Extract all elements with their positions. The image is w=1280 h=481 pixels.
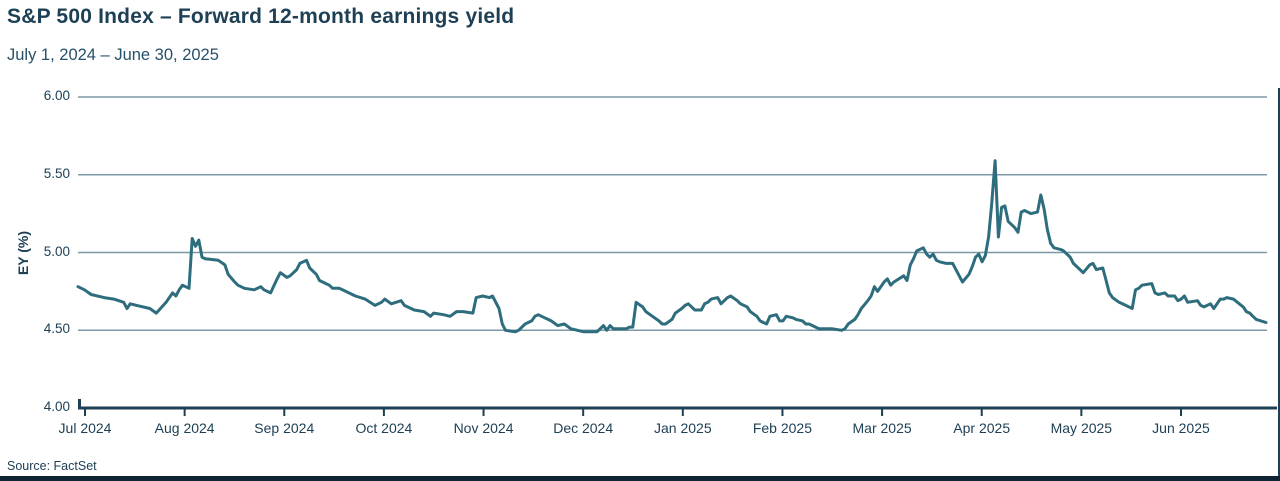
x-tick-label: May 2025 <box>1050 420 1113 436</box>
x-tick-label: Mar 2025 <box>852 420 912 436</box>
x-tick-label: Aug 2024 <box>154 420 215 436</box>
x-tick-label: Nov 2024 <box>453 420 514 436</box>
y-tick-label: 5.50 <box>43 165 70 181</box>
x-tick-label: Jan 2025 <box>654 420 712 436</box>
source-label: Source: FactSet <box>7 459 97 473</box>
x-tick-label: Dec 2024 <box>553 420 614 436</box>
y-tick-label: 5.00 <box>43 243 70 259</box>
chart-subtitle: July 1, 2024 – June 30, 2025 <box>7 46 219 64</box>
x-tick-label: Apr 2025 <box>953 420 1011 436</box>
y-tick-label: 4.50 <box>43 321 70 337</box>
bottom-rule <box>0 476 1280 481</box>
x-tick-label: Oct 2024 <box>355 420 413 436</box>
x-tick-label: Jul 2024 <box>58 420 112 436</box>
x-tick-label: Sep 2024 <box>254 420 315 436</box>
y-tick-label: 6.00 <box>43 88 70 103</box>
earnings-yield-line <box>76 159 1268 334</box>
window-right-border <box>1278 88 1280 478</box>
y-tick-label: 4.00 <box>43 399 70 414</box>
x-tick-label: Feb 2025 <box>752 420 813 436</box>
x-tick-label: Jun 2025 <box>1152 420 1210 436</box>
chart-title: S&P 500 Index – Forward 12-month earning… <box>7 5 515 28</box>
